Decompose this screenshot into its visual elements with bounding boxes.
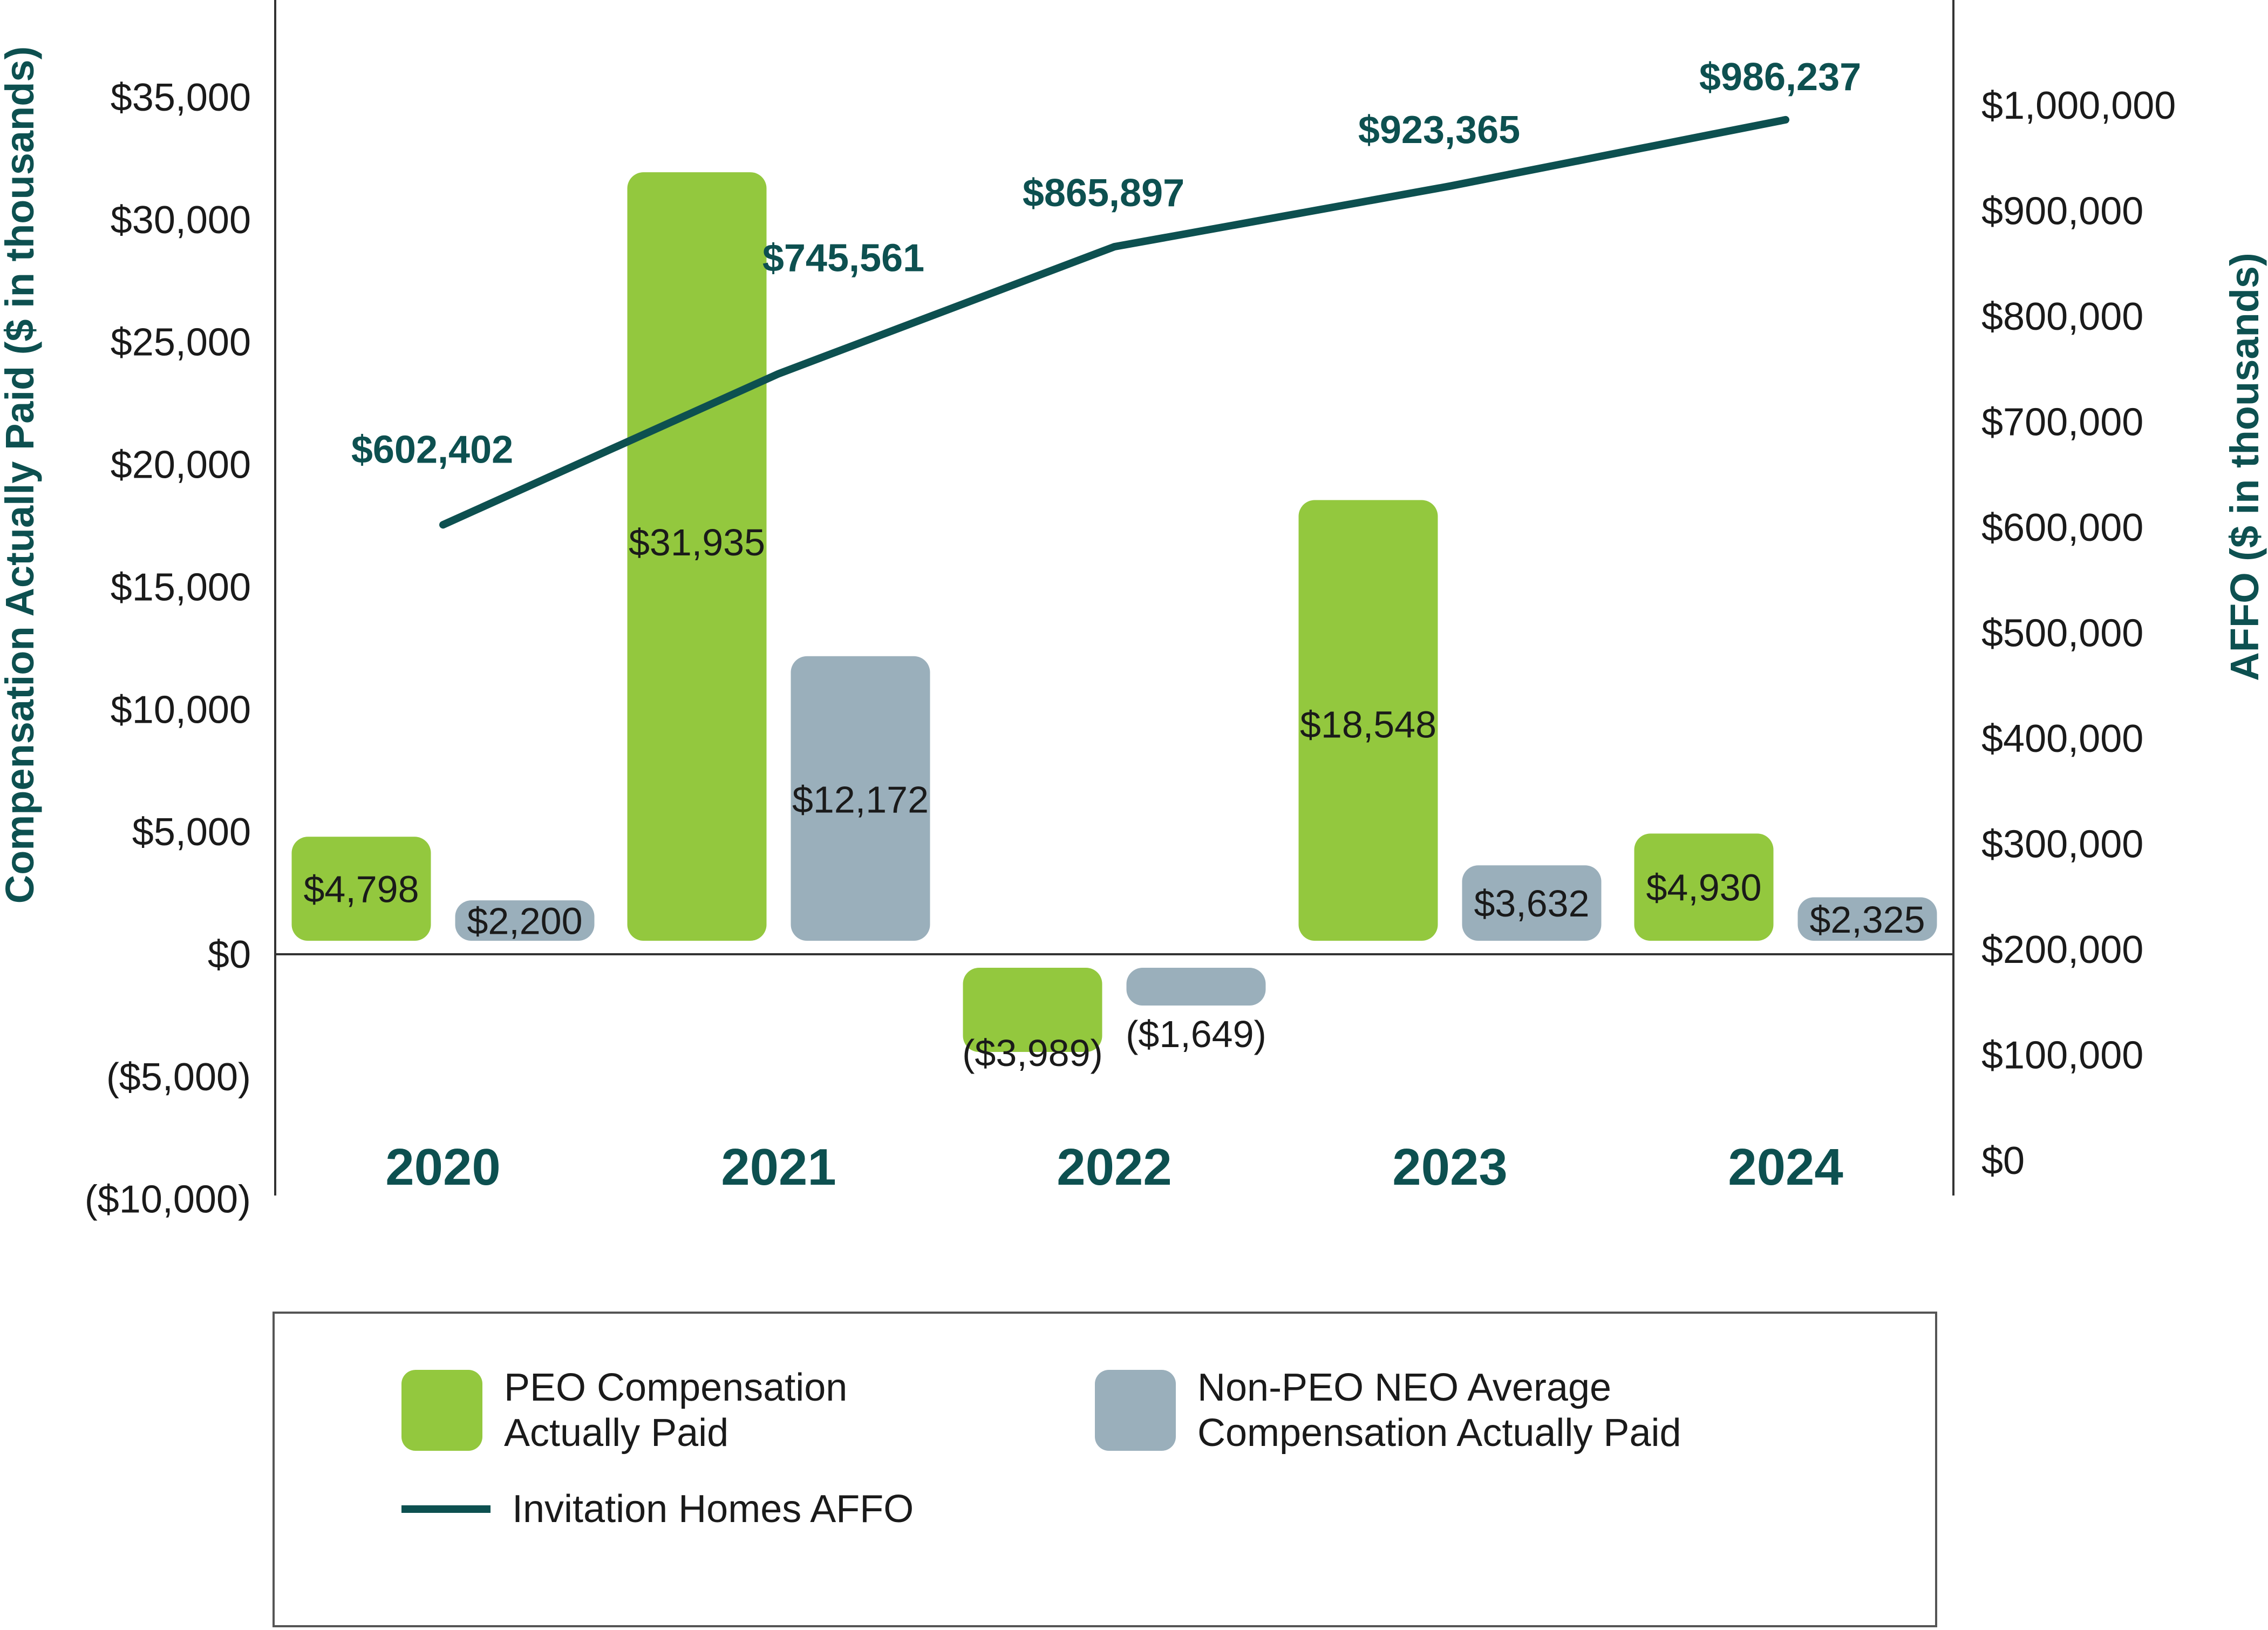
left-tick-label: $35,000 xyxy=(111,76,251,119)
bar-neo xyxy=(455,900,595,941)
right-tick-label: $700,000 xyxy=(1981,401,2143,444)
left-tick-label: ($10,000) xyxy=(85,1178,251,1221)
x-tick-label: 2021 xyxy=(721,1138,836,1196)
bar-data-label: ($3,989) xyxy=(962,1032,1103,1074)
left-tick-label: $20,000 xyxy=(111,444,251,487)
legend: PEO Compensation Actually Paid Non-PEO N… xyxy=(273,1312,1937,1627)
affo-point xyxy=(1114,246,1115,248)
bar-peo xyxy=(963,968,1102,1052)
affo-data-label: $602,402 xyxy=(351,428,513,471)
bar-neo xyxy=(791,656,930,941)
affo-data-label: $923,365 xyxy=(1358,108,1520,152)
right-tick-label: $600,000 xyxy=(1981,506,2143,549)
affo-point xyxy=(778,373,779,375)
right-tick-label: $200,000 xyxy=(1981,928,2143,972)
bar-data-label: $4,930 xyxy=(1646,867,1761,909)
left-axis-title: Compensation Actually Paid ($ in thousan… xyxy=(0,46,42,904)
legend-swatch-neo xyxy=(1095,1370,1176,1451)
affo-data-label: $745,561 xyxy=(762,236,924,280)
bar-data-label: $12,172 xyxy=(792,779,929,821)
legend-label-peo: PEO Compensation Actually Paid xyxy=(504,1366,848,1455)
affo-data-label: $865,897 xyxy=(1023,172,1184,215)
legend-swatch-peo xyxy=(401,1370,482,1451)
bar-neo xyxy=(1126,968,1266,1006)
right-tick-label: $800,000 xyxy=(1981,295,2143,338)
legend-item-peo: PEO Compensation Actually Paid xyxy=(401,1365,847,1456)
bar-neo xyxy=(1462,865,1602,941)
right-tick-label: $0 xyxy=(1981,1139,2025,1183)
affo-data-label: $986,237 xyxy=(1699,56,1861,99)
bar-data-label: $4,798 xyxy=(303,868,419,911)
bar-data-label: ($1,649) xyxy=(1126,1013,1266,1055)
legend-line-affo xyxy=(401,1505,491,1513)
x-tick-label: 2024 xyxy=(1728,1138,1843,1196)
bar-data-label: $2,200 xyxy=(467,900,582,942)
x-tick-label: 2022 xyxy=(1057,1138,1172,1196)
affo-point xyxy=(1449,185,1450,187)
left-tick-label: $0 xyxy=(208,933,251,976)
bar-peo xyxy=(291,837,431,941)
bar-data-label: $31,935 xyxy=(629,521,765,563)
x-tick-label: 2020 xyxy=(385,1138,501,1196)
bar-data-label: $3,632 xyxy=(1474,882,1589,925)
right-tick-label: $500,000 xyxy=(1981,612,2143,655)
right-axis-title: AFFO ($ in thousands) xyxy=(2222,253,2267,681)
left-tick-label: $25,000 xyxy=(111,321,251,364)
left-tick-label: $10,000 xyxy=(111,688,251,731)
bar-peo xyxy=(627,172,767,941)
bar-data-label: $2,325 xyxy=(1809,899,1925,941)
left-tick-label: $30,000 xyxy=(111,199,251,242)
right-tick-label: $100,000 xyxy=(1981,1034,2143,1077)
affo-point xyxy=(1785,119,1786,120)
bar-peo xyxy=(1298,500,1438,941)
left-tick-label: $15,000 xyxy=(111,566,251,609)
chart: $35,000 $30,000 $25,000 $20,000 $15,000 $10,0… xyxy=(0,0,2267,1221)
left-tick-label: $5,000 xyxy=(132,811,251,854)
bar-peo xyxy=(1634,833,1774,941)
legend-label-affo: Invitation Homes AFFO xyxy=(512,1488,914,1531)
legend-label-neo: Non-PEO NEO Average Compensation Actuall… xyxy=(1197,1366,1681,1455)
legend-item-neo: Non-PEO NEO Average Compensation Actuall… xyxy=(1095,1365,1681,1456)
left-tick-label: ($5,000) xyxy=(106,1056,251,1099)
affo-point xyxy=(442,524,444,526)
x-tick-label: 2023 xyxy=(1392,1138,1508,1196)
right-tick-label: $1,000,000 xyxy=(1981,84,2176,127)
right-tick-label: $400,000 xyxy=(1981,717,2143,760)
bar-neo xyxy=(1797,897,1937,941)
bar-data-label: $18,548 xyxy=(1300,703,1436,745)
right-tick-label: $300,000 xyxy=(1981,823,2143,866)
right-tick-label: $900,000 xyxy=(1981,190,2143,233)
legend-item-affo: Invitation Homes AFFO xyxy=(401,1486,914,1532)
